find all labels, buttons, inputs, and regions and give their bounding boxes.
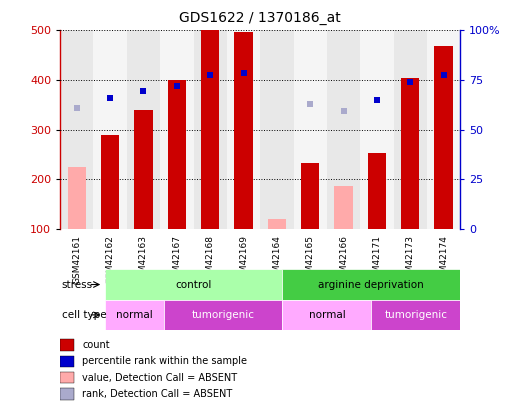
Bar: [67, 167, 86, 229]
Bar: [301, 163, 320, 229]
Bar: [268, 219, 286, 229]
Bar: [60, 388, 74, 400]
Bar: [360, 30, 393, 229]
Bar: [234, 32, 253, 229]
Bar: [105, 300, 164, 330]
Bar: [334, 185, 353, 229]
Text: percentile rank within the sample: percentile rank within the sample: [82, 356, 247, 367]
Bar: [201, 30, 219, 229]
Bar: [371, 300, 460, 330]
Bar: [101, 134, 119, 229]
Bar: [293, 30, 327, 229]
Text: count: count: [82, 340, 110, 350]
Bar: [427, 30, 460, 229]
Bar: [327, 30, 360, 229]
Bar: [134, 110, 153, 229]
Bar: [194, 30, 227, 229]
Text: stress: stress: [62, 279, 93, 290]
Bar: [94, 30, 127, 229]
Text: normal: normal: [116, 310, 153, 320]
Text: arginine deprivation: arginine deprivation: [319, 279, 424, 290]
Bar: [160, 30, 194, 229]
Bar: [282, 300, 371, 330]
Title: GDS1622 / 1370186_at: GDS1622 / 1370186_at: [179, 11, 341, 25]
Bar: [401, 77, 419, 229]
Text: tumorigenic: tumorigenic: [384, 310, 447, 320]
Bar: [282, 269, 460, 300]
Bar: [435, 46, 453, 229]
Bar: [164, 300, 282, 330]
Bar: [368, 153, 386, 229]
Bar: [60, 339, 74, 351]
Bar: [60, 372, 74, 384]
Bar: [227, 30, 260, 229]
Text: rank, Detection Call = ABSENT: rank, Detection Call = ABSENT: [82, 389, 232, 399]
Bar: [394, 30, 427, 229]
Text: cell type: cell type: [62, 310, 106, 320]
Bar: [260, 30, 293, 229]
Bar: [168, 80, 186, 229]
Text: value, Detection Call = ABSENT: value, Detection Call = ABSENT: [82, 373, 237, 383]
Bar: [105, 269, 282, 300]
Bar: [60, 356, 74, 367]
Text: tumorigenic: tumorigenic: [191, 310, 255, 320]
Bar: [60, 30, 94, 229]
Bar: [127, 30, 160, 229]
Text: normal: normal: [309, 310, 345, 320]
Text: control: control: [175, 279, 212, 290]
